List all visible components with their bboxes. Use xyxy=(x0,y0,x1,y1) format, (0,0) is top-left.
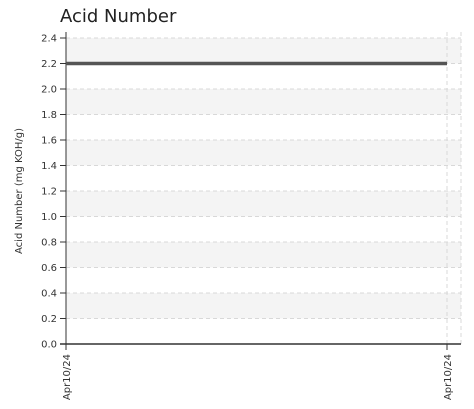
y-tick-label: 1.0 xyxy=(41,212,57,223)
x-tick-label: Apr10/24 xyxy=(62,354,73,400)
y-tick-label: 0.2 xyxy=(41,314,57,325)
background-band xyxy=(66,140,461,166)
y-tick-label: 1.8 xyxy=(41,110,57,121)
background-band xyxy=(66,293,461,319)
y-axis-ticks: 0.0 0.2 0.4 0.6 0.8 1.0 1.2 1.4 1.6 1.8 2.0 2.2 2.4 xyxy=(41,34,66,351)
background-band xyxy=(66,242,461,268)
y-tick-label: 0.6 xyxy=(41,263,57,274)
x-tick-label: Apr10/24 xyxy=(443,354,454,400)
background-band xyxy=(66,89,461,115)
y-tick-label: 0.0 xyxy=(41,340,57,351)
y-tick-label: 1.2 xyxy=(41,187,57,198)
y-tick-label: 2.0 xyxy=(41,85,57,96)
background-band xyxy=(66,38,461,64)
chart-title: Acid Number xyxy=(60,6,177,27)
background-bands xyxy=(66,38,461,319)
y-tick-label: 1.6 xyxy=(41,136,57,147)
y-axis-label: Acid Number (mg KOH/g) xyxy=(14,128,25,254)
background-band xyxy=(66,191,461,217)
x-axis-ticks: Apr10/24 Apr10/24 xyxy=(62,344,454,400)
y-tick-label: 0.8 xyxy=(41,238,57,249)
y-tick-label: 0.4 xyxy=(41,289,57,300)
y-tick-label: 2.2 xyxy=(41,59,57,70)
y-tick-label: 1.4 xyxy=(41,161,57,172)
y-tick-label: 2.4 xyxy=(41,34,57,45)
